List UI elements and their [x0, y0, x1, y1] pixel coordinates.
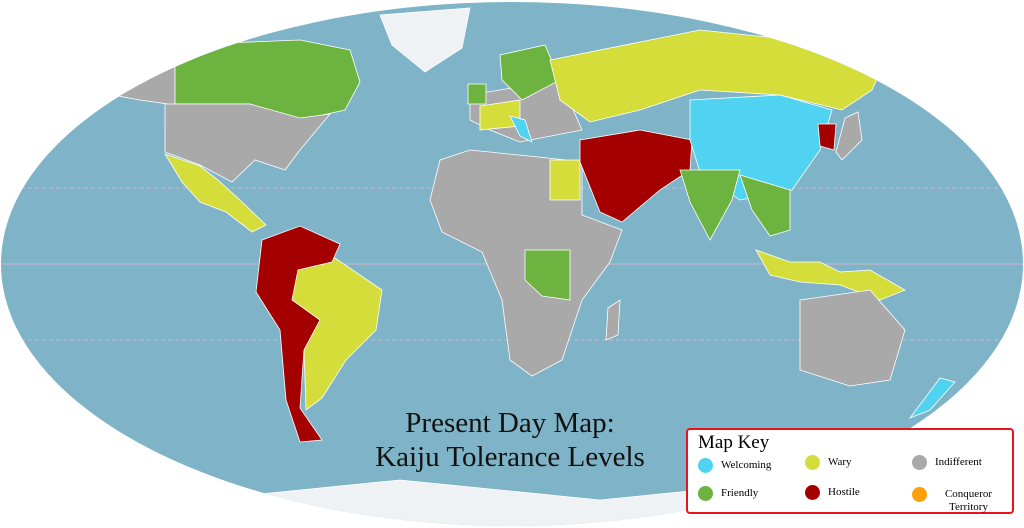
map-title-line2: Kaiju Tolerance Levels: [375, 441, 645, 473]
map-title: Present Day Map: Kaiju Tolerance Levels: [330, 406, 690, 474]
legend-item-hostile: Hostile: [805, 485, 860, 500]
legend-item-welcoming: Welcoming: [698, 458, 772, 473]
madagascar: [605, 299, 621, 341]
southeast-asia: [739, 174, 791, 237]
legend-label: Indifferent: [935, 456, 982, 468]
hostile-swatch: [805, 485, 820, 500]
legend-label: Wary: [828, 456, 852, 468]
new-zealand: [908, 377, 956, 419]
conqueror-territory-swatch: [912, 487, 927, 502]
map-key-heading: Map Key: [698, 432, 770, 453]
italy: [509, 115, 533, 143]
middle-east: [579, 129, 693, 223]
indonesia: [755, 249, 906, 301]
wary-swatch: [805, 455, 820, 470]
india: [679, 169, 741, 241]
legend-label: Friendly: [721, 487, 759, 499]
map-title-line1: Present Day Map:: [405, 407, 615, 439]
legend-item-friendly: Friendly: [698, 486, 759, 501]
mexico-central-america: [164, 153, 267, 233]
alaska: [109, 44, 176, 106]
australia: [799, 289, 906, 387]
legend-label: Welcoming: [721, 459, 772, 471]
legend-item-wary: Wary: [805, 455, 852, 470]
legend-label: Conqueror Territory: [944, 488, 993, 513]
legend-item-indifferent: Indifferent: [912, 455, 982, 470]
south-america-hostile: [255, 225, 341, 443]
legend-item-conqueror-territory: Conqueror Territory: [912, 487, 1002, 514]
welcoming-swatch: [698, 458, 713, 473]
legend-label: Hostile: [828, 486, 860, 498]
egypt: [549, 159, 581, 201]
map-key: Map Key Welcoming Wary Indifferent Frien…: [686, 428, 1014, 514]
japan: [835, 111, 863, 161]
greenland: [379, 7, 471, 73]
friendly-swatch: [698, 486, 713, 501]
indifferent-swatch: [912, 455, 927, 470]
korea: [817, 123, 837, 151]
dr-congo: [524, 249, 571, 301]
scandinavia: [499, 44, 561, 101]
uk-ireland: [467, 83, 487, 105]
usa: [164, 103, 331, 183]
